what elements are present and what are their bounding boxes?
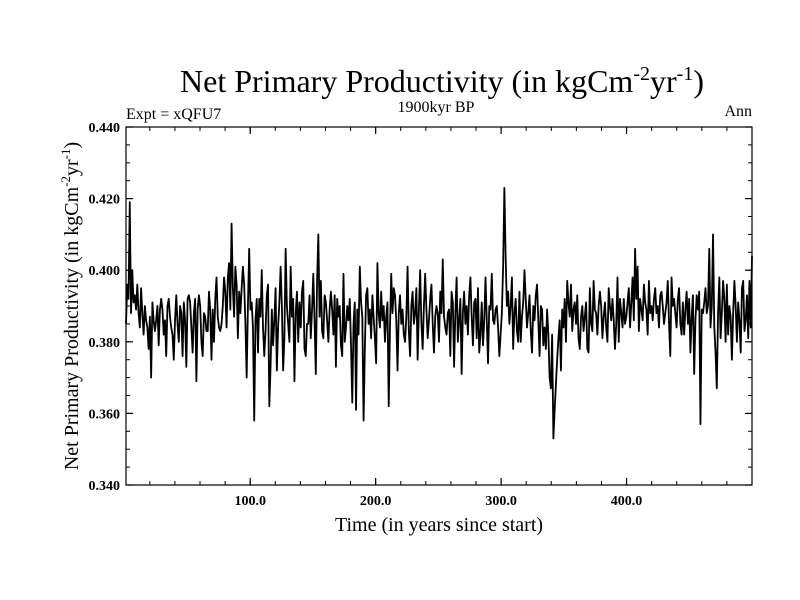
x-tick-label: 100.0	[234, 494, 266, 509]
season-label: Ann	[724, 103, 752, 120]
y-tick-label: 0.420	[89, 193, 121, 208]
y-tick-labels: 0.340 0.360 0.380 0.400 0.420 0.440	[89, 121, 121, 494]
y-tick-label: 0.400	[89, 264, 121, 279]
y-tick-label: 0.440	[89, 121, 121, 136]
experiment-label: Expt = xQFU7	[126, 106, 221, 123]
subtitle-label: 1900kyr BP	[398, 99, 475, 116]
x-axis-label: Time (in years since start)	[335, 514, 543, 536]
axis-ticks	[126, 126, 752, 486]
x-tick-label: 200.0	[360, 494, 392, 509]
x-tick-label: 300.0	[485, 494, 517, 509]
x-tick-labels: 100.0 200.0 300.0 400.0	[234, 494, 642, 509]
y-tick-label: 0.360	[89, 407, 121, 422]
chart-title: Net Primary Productivity (in kgCm-2yr-1)	[180, 63, 704, 99]
y-tick-label: 0.380	[89, 336, 121, 351]
y-axis-label: Net Primary Productivity (in kgCm-2yr-1)	[58, 142, 83, 470]
series-line-npp	[125, 186, 753, 440]
x-tick-label: 400.0	[611, 494, 643, 509]
y-tick-label: 0.340	[89, 479, 121, 494]
